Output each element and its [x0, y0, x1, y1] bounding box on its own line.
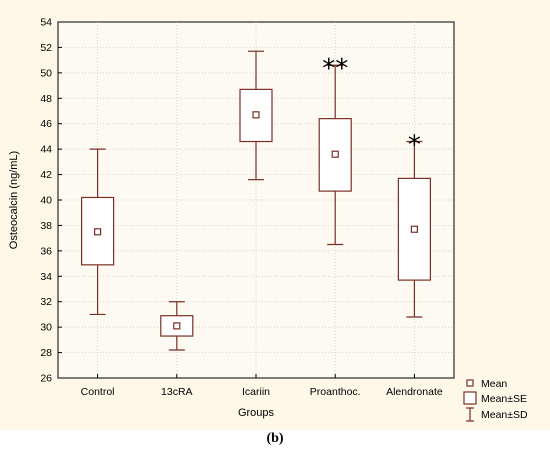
box-plot-chart: 26 28 30 32 34 36 38 40 42 44 46 48 50 52 54 Control 13… — [0, 0, 550, 430]
x-tick-label: 13cRA — [161, 386, 193, 398]
y-tick-label: 48 — [40, 93, 52, 105]
mean-marker — [173, 322, 181, 330]
y-tick-label: 34 — [40, 271, 52, 283]
y-tick-label: 40 — [40, 195, 52, 207]
y-axis-title: Osteocalcin (ng/mL) — [8, 151, 20, 249]
x-tick-label: Proanthoc. — [310, 386, 361, 398]
mean-marker — [331, 150, 339, 158]
x-tick-label: Alendronate — [386, 386, 443, 398]
significance-marker: * — [408, 131, 421, 161]
y-axis: 26 28 30 32 34 36 38 40 42 44 46 48 50 52 54 — [40, 17, 62, 385]
legend-se-swatch — [463, 391, 477, 405]
box-series: *** — [80, 50, 431, 351]
box-group: ** — [318, 54, 352, 246]
panel-label: (b) — [266, 431, 284, 446]
significance-marker: ** — [322, 54, 348, 84]
y-tick-label: 26 — [40, 373, 52, 385]
y-tick-label: 28 — [40, 347, 52, 359]
x-tick-label: Control — [81, 386, 115, 398]
x-tick-label: Icariin — [242, 386, 270, 398]
y-tick-label: 32 — [40, 296, 52, 308]
y-tick-label: 50 — [40, 67, 52, 79]
mean-marker — [410, 225, 418, 233]
y-tick-label: 38 — [40, 220, 52, 232]
y-tick-label: 30 — [40, 322, 52, 334]
y-tick-label: 42 — [40, 169, 52, 181]
y-tick-label: 46 — [40, 118, 52, 130]
x-axis-title: Groups — [238, 407, 275, 419]
legend-label: Mean±SE — [481, 393, 527, 405]
box-group — [80, 148, 115, 316]
x-axis: Control 13cRA Icariin Proanthoc. Alendronate — [81, 374, 443, 398]
y-tick-label: 54 — [40, 17, 52, 29]
mean-marker — [252, 111, 260, 119]
box-group — [160, 301, 194, 351]
mean-marker — [93, 228, 102, 236]
legend: Mean Mean±SE Mean±SD — [463, 378, 528, 422]
box-group: * — [397, 131, 431, 318]
legend-mean-swatch — [466, 379, 474, 387]
legend-label: Mean — [481, 378, 507, 390]
box-group — [239, 50, 273, 181]
y-tick-label: 52 — [40, 42, 52, 54]
se-box — [318, 118, 352, 192]
y-tick-label: 44 — [40, 144, 52, 156]
legend-label: Mean±SD — [481, 409, 528, 421]
y-tick-label: 36 — [40, 245, 52, 257]
